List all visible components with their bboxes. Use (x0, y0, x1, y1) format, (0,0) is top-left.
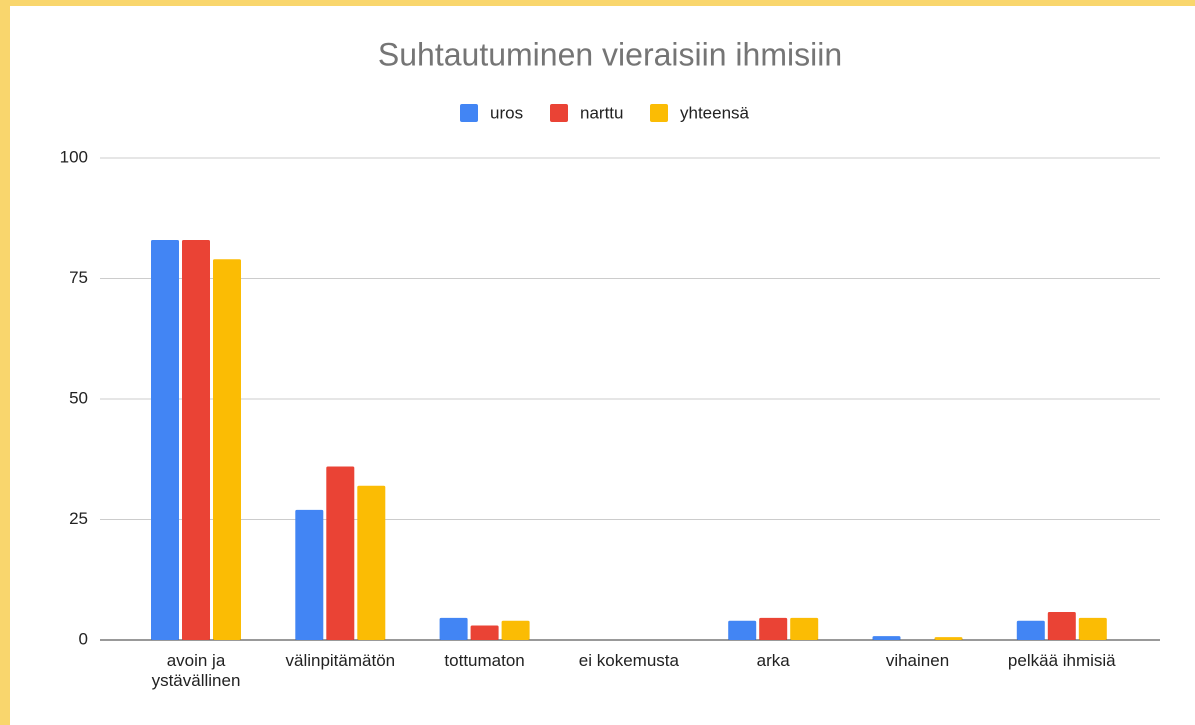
bar (1078, 617, 1107, 640)
x-tick-label: arka (756, 651, 790, 670)
bar (1047, 612, 1076, 640)
x-tick-label: pelkää ihmisiä (1007, 651, 1116, 670)
chart-title: Suhtautuminen vieraisiin ihmisiin (378, 36, 842, 72)
bar (470, 625, 499, 640)
bar (1016, 620, 1045, 640)
legend-label: narttu (580, 103, 623, 122)
x-tick-label: avoin ja ystävällinen (151, 651, 241, 690)
bar (213, 259, 241, 640)
bar (357, 485, 386, 640)
legend-label: yhteensä (680, 103, 750, 122)
bar (151, 239, 179, 640)
y-tick-label: 50 (69, 388, 88, 407)
bar (759, 617, 788, 640)
bar (872, 636, 901, 640)
x-tick-label: vihainen (885, 651, 950, 670)
legend-label: uros (490, 103, 523, 122)
y-tick-label: 100 (60, 147, 88, 166)
bar (182, 239, 210, 640)
y-tick-label: 75 (69, 268, 88, 287)
x-tick-label: välinpitämätön (285, 651, 396, 670)
bar (326, 466, 355, 640)
legend-swatch (550, 104, 568, 122)
legend-swatch (460, 104, 478, 122)
bar (790, 617, 819, 640)
y-tick-label: 25 (69, 509, 88, 528)
x-tick-label: ei kokemusta (578, 651, 679, 670)
y-tick-label: 0 (79, 629, 88, 648)
legend-swatch (650, 104, 668, 122)
x-tick-label: tottumaton (444, 651, 525, 670)
bar (934, 637, 963, 640)
bar (295, 509, 324, 640)
bar (501, 620, 530, 640)
bar (439, 617, 468, 640)
bar (728, 620, 757, 640)
